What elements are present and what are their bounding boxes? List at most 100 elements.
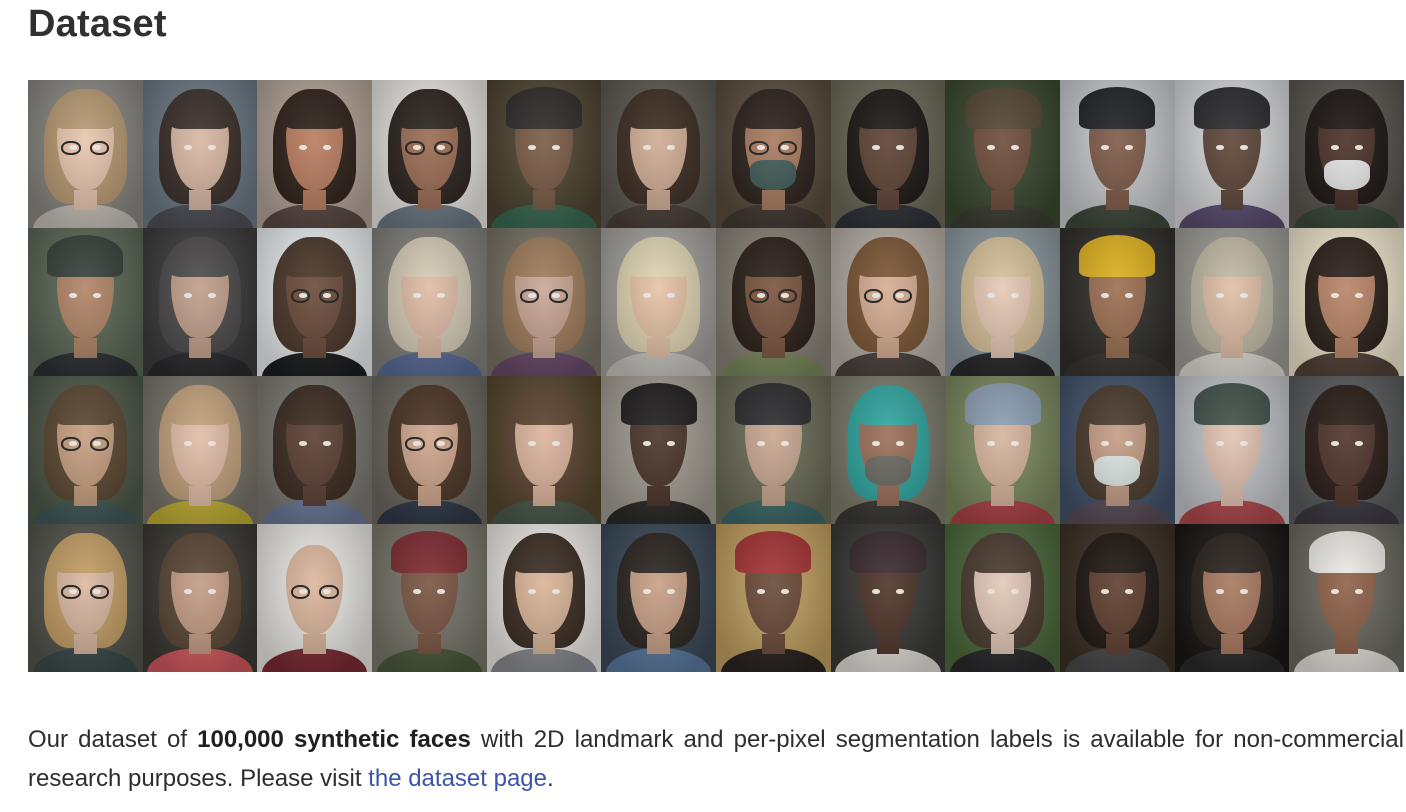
eyeglasses — [61, 584, 110, 600]
right-eye — [322, 145, 331, 150]
clothing — [1179, 648, 1285, 672]
lighting-shade — [945, 80, 1060, 228]
right-eye — [781, 589, 790, 594]
clothing — [720, 204, 827, 228]
left-eye — [1330, 441, 1339, 446]
face-thumbnail — [28, 524, 143, 672]
lighting-shade — [371, 524, 487, 672]
left-eye — [413, 293, 422, 298]
neck — [647, 485, 671, 507]
clothing — [376, 500, 483, 524]
face-thumbnail — [257, 228, 372, 376]
hairline — [970, 537, 1035, 573]
headwear — [735, 531, 812, 573]
hairline — [511, 241, 577, 277]
face-thumbnail — [1059, 376, 1175, 524]
lighting-shade — [28, 376, 143, 524]
eyeglasses — [290, 288, 339, 304]
dataset-page-link[interactable]: the dataset page — [368, 765, 547, 792]
clothing — [147, 648, 253, 672]
neck — [647, 633, 671, 655]
hairline — [53, 93, 118, 129]
face-thumbnail — [1059, 228, 1175, 376]
face-thumbnail — [28, 80, 143, 228]
left-eye — [1215, 441, 1224, 446]
left-eye — [642, 589, 651, 594]
face-gallery — [28, 80, 1404, 672]
clothing — [720, 352, 827, 376]
lighting-shade — [1289, 80, 1404, 228]
hairline — [167, 241, 233, 277]
right-eye — [896, 441, 905, 446]
right-eye — [208, 441, 217, 446]
face-thumbnail — [945, 80, 1060, 228]
lighting-shade — [1174, 80, 1290, 228]
face-thumbnail — [601, 80, 716, 228]
lighting-shade — [601, 80, 716, 228]
neck — [303, 189, 327, 211]
clothing — [32, 648, 139, 672]
clothing — [147, 204, 253, 228]
clothing — [491, 500, 597, 524]
left-eye — [1215, 145, 1224, 150]
lighting-shade — [371, 228, 487, 376]
neck — [991, 337, 1015, 359]
hairline — [626, 241, 691, 277]
face-thumbnail — [715, 80, 831, 228]
clothing — [261, 204, 368, 228]
face-thumbnail — [28, 376, 143, 524]
hairline — [53, 537, 118, 573]
left-eye — [1101, 145, 1110, 150]
hairline — [397, 241, 462, 277]
clothing — [376, 352, 483, 376]
hairline — [1199, 241, 1265, 277]
neck — [991, 189, 1015, 211]
lighting-shade — [1059, 524, 1175, 672]
left-eye — [527, 589, 536, 594]
face-thumbnail — [371, 228, 487, 376]
face-thumbnail — [142, 228, 258, 376]
neck — [1335, 337, 1359, 359]
clothing — [605, 352, 712, 376]
neck — [532, 485, 556, 507]
lighting-shade — [1174, 524, 1290, 672]
hairline — [626, 537, 691, 573]
right-eye — [1010, 293, 1019, 298]
lighting-shade — [486, 228, 602, 376]
clothing — [147, 500, 253, 524]
neck — [303, 337, 327, 359]
eyeglasses — [290, 584, 339, 600]
left-eye — [986, 145, 995, 150]
lighting-shade — [715, 376, 831, 524]
right-eye — [552, 441, 561, 446]
lighting-shade — [715, 524, 831, 672]
neck — [876, 189, 900, 211]
eyeglasses — [863, 288, 913, 304]
neck — [188, 189, 212, 211]
clothing — [1064, 500, 1171, 524]
neck — [647, 337, 671, 359]
face-thumbnail — [257, 524, 372, 672]
lighting-shade — [1174, 376, 1290, 524]
hairline — [855, 389, 921, 425]
neck — [1105, 189, 1129, 211]
face-thumbnail — [486, 524, 602, 672]
lighting-shade — [28, 524, 143, 672]
neck — [1335, 485, 1359, 507]
clothing — [720, 500, 827, 524]
clothing — [1064, 204, 1171, 228]
right-eye — [666, 145, 675, 150]
right-eye — [208, 145, 217, 150]
left-eye — [183, 293, 192, 298]
face-thumbnail — [945, 228, 1060, 376]
face-thumbnail — [371, 376, 487, 524]
clothing — [376, 204, 483, 228]
right-eye — [781, 441, 790, 446]
hairline — [1314, 93, 1379, 129]
clothing — [1064, 352, 1171, 376]
left-eye — [871, 589, 880, 594]
face-thumbnail — [28, 228, 143, 376]
neck — [1220, 337, 1244, 359]
left-eye — [986, 589, 995, 594]
neck — [1220, 485, 1244, 507]
